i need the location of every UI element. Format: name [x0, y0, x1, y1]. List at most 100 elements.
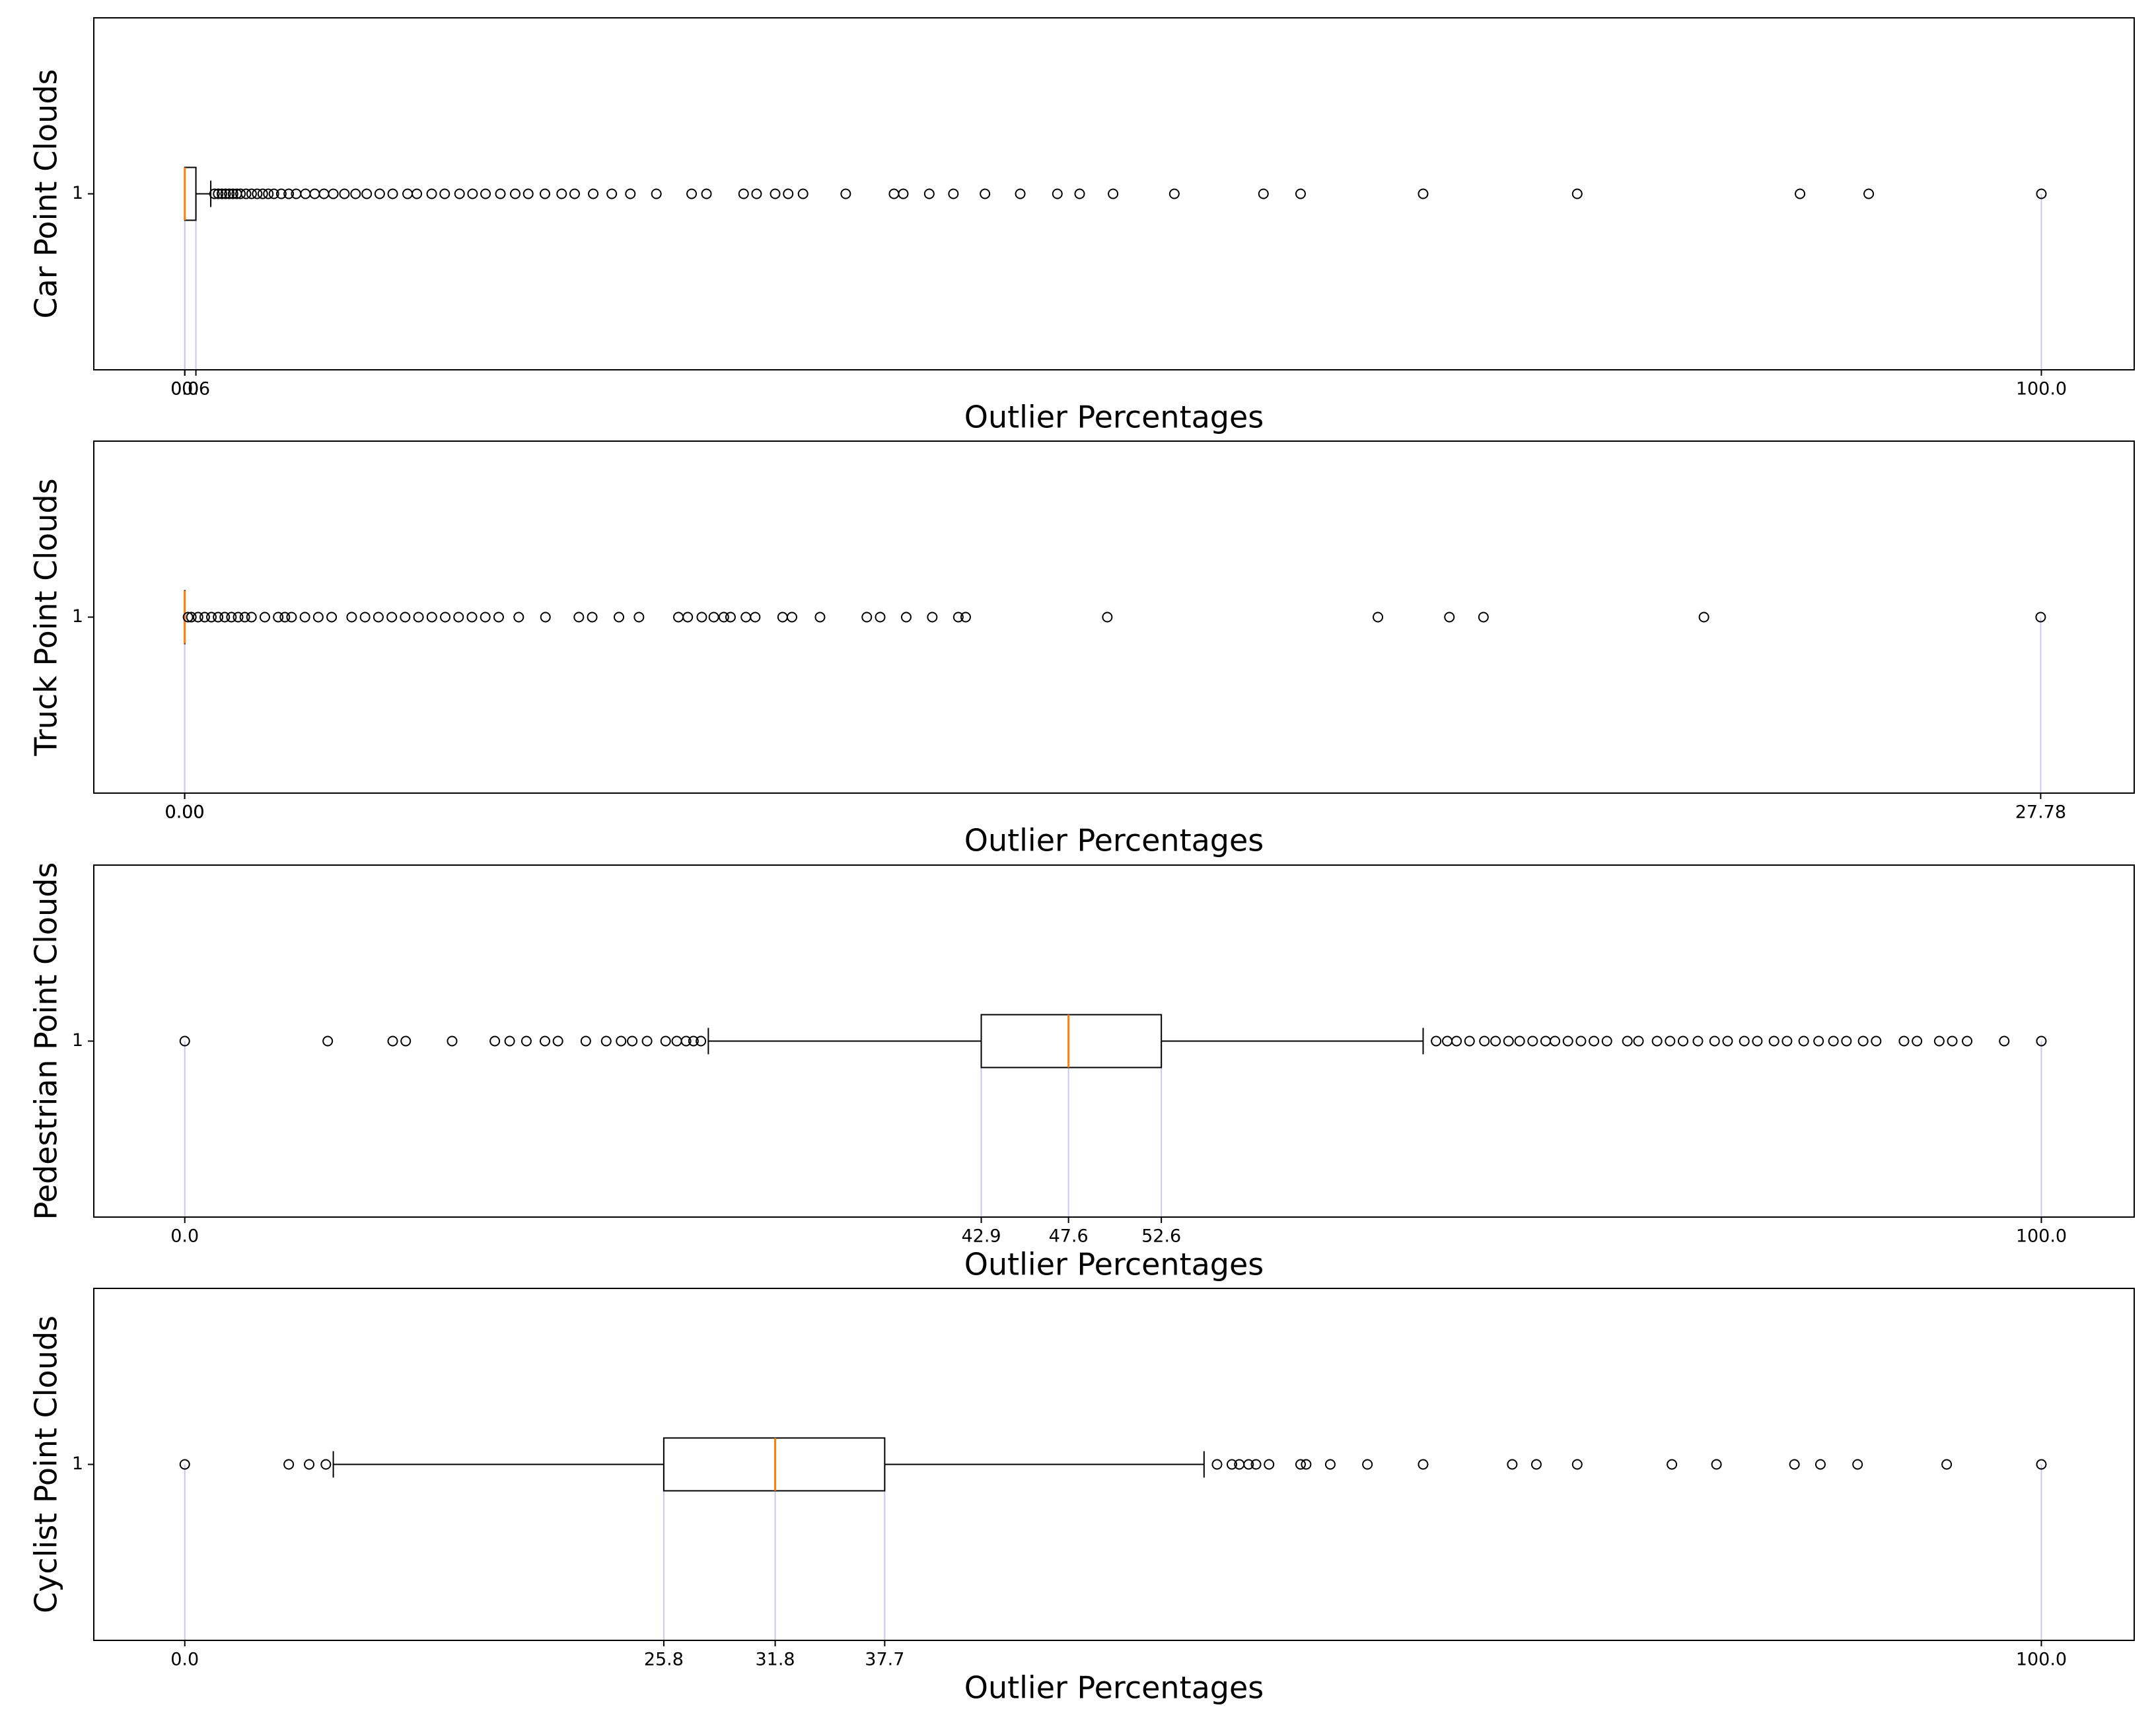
outlier	[1667, 1459, 1678, 1470]
outlier	[263, 188, 274, 199]
outlier	[466, 612, 478, 623]
outlier	[1250, 1459, 1262, 1470]
outlier	[510, 188, 521, 199]
x-axis-label: Outlier Percentages	[964, 1670, 1264, 1706]
outlier	[521, 1035, 532, 1047]
outlier	[268, 188, 279, 199]
outlier	[227, 188, 238, 199]
outlier	[2036, 188, 2047, 199]
x-tick-label: 0.0	[170, 1650, 199, 1670]
outlier	[1507, 1459, 1518, 1470]
outlier	[283, 188, 295, 199]
outlier	[770, 188, 781, 199]
outlier	[1999, 1035, 2010, 1047]
outlier	[1503, 1035, 1514, 1047]
outlier	[240, 188, 252, 199]
outlier	[328, 188, 339, 199]
outlier	[1362, 1459, 1373, 1470]
outlier	[447, 1035, 458, 1047]
outlier	[540, 188, 551, 199]
outlier	[1711, 1459, 1722, 1470]
outlier	[213, 188, 224, 199]
outlier	[1571, 1459, 1583, 1470]
outlier	[283, 1459, 295, 1470]
outlier	[252, 188, 263, 199]
outlier	[786, 612, 797, 623]
outlier	[573, 612, 585, 623]
outlier	[326, 612, 338, 623]
x-tick-label: 0.0	[170, 379, 199, 400]
outlier	[426, 188, 437, 199]
outlier	[1530, 1459, 1542, 1470]
outlier	[453, 612, 464, 623]
outlier	[1933, 1035, 1945, 1047]
outlier	[412, 188, 423, 199]
outlier	[1789, 1459, 1800, 1470]
outlier	[522, 188, 534, 199]
outlier	[900, 612, 912, 623]
outlier	[861, 612, 873, 623]
outlier	[179, 1459, 190, 1470]
outlier	[387, 188, 398, 199]
outlier	[199, 612, 210, 623]
outlier	[960, 612, 971, 623]
outlier	[279, 612, 291, 623]
outlier	[923, 188, 935, 199]
outlier	[1852, 1459, 1863, 1470]
outlier	[1418, 188, 1429, 199]
outlier	[952, 612, 964, 623]
outlier	[246, 188, 257, 199]
outlier	[454, 188, 465, 199]
outlier	[259, 612, 270, 623]
outlier	[1633, 1035, 1644, 1047]
outlier	[186, 612, 197, 623]
outlier	[1863, 188, 1875, 199]
outlier	[625, 188, 636, 199]
outlier	[1947, 1035, 1958, 1047]
outlier	[875, 612, 886, 623]
outlier	[192, 612, 203, 623]
outlier	[400, 1035, 412, 1047]
outlier	[402, 188, 413, 199]
outlier	[1962, 1035, 1973, 1047]
outlier	[588, 188, 599, 199]
outlier	[580, 1035, 591, 1047]
y-tick-label: 1	[72, 183, 83, 203]
outlier	[1514, 1035, 1525, 1047]
outlier	[688, 1035, 699, 1047]
outlier	[1431, 1035, 1442, 1047]
outlier	[1074, 188, 1085, 199]
outlier	[1898, 1035, 1910, 1047]
outlier	[2036, 1035, 2047, 1047]
outlier	[682, 612, 694, 623]
outlier	[246, 612, 257, 623]
y-tick-label: 1	[72, 1453, 83, 1474]
outlier	[504, 1035, 515, 1047]
outlier	[783, 188, 794, 199]
outlier	[1781, 1035, 1793, 1047]
outlier	[322, 1035, 334, 1047]
axes-frame	[93, 1288, 2135, 1641]
box	[184, 166, 197, 221]
x-axis-label: Outlier Percentages	[964, 400, 1264, 435]
x-tick-label: 0.00	[164, 802, 204, 823]
outlier	[1692, 1035, 1704, 1047]
outlier	[426, 612, 437, 623]
outlier	[182, 612, 194, 623]
outlier	[361, 188, 373, 199]
y-axis-label: Pedestrian Point Clouds	[28, 862, 64, 1220]
outlier	[1651, 1035, 1663, 1047]
outlier	[480, 188, 491, 199]
outlier	[1677, 1035, 1688, 1047]
outlier	[797, 188, 808, 199]
outlier	[1571, 188, 1583, 199]
outlier	[2036, 1459, 2047, 1470]
outlier	[386, 612, 398, 623]
x-tick-label: 25.8	[644, 1650, 684, 1670]
outlier	[750, 612, 761, 623]
outlier	[1589, 1035, 1600, 1047]
outlier	[350, 188, 361, 199]
outlier	[1295, 188, 1306, 199]
outlier	[1052, 188, 1063, 199]
y-axis-label: Cyclist Point Clouds	[28, 1315, 64, 1613]
